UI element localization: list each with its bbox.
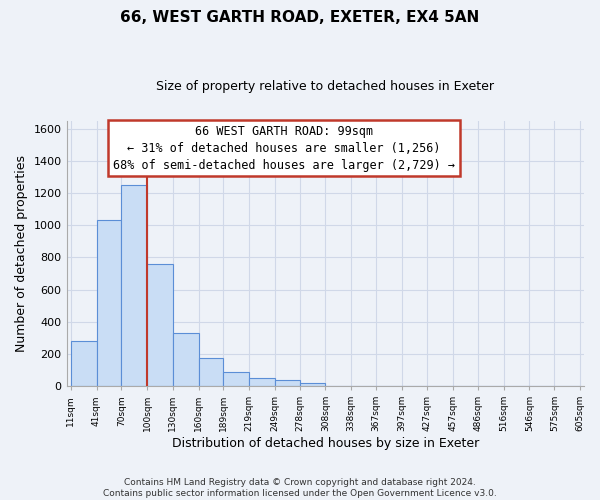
X-axis label: Distribution of detached houses by size in Exeter: Distribution of detached houses by size … [172, 437, 479, 450]
Bar [249, 378, 275, 386]
Text: 66, WEST GARTH ROAD, EXETER, EX4 5AN: 66, WEST GARTH ROAD, EXETER, EX4 5AN [121, 10, 479, 25]
Bar [199, 358, 223, 386]
Bar [300, 383, 325, 386]
Title: Size of property relative to detached houses in Exeter: Size of property relative to detached ho… [157, 80, 494, 93]
Bar [275, 380, 300, 386]
Y-axis label: Number of detached properties: Number of detached properties [15, 155, 28, 352]
Text: Contains HM Land Registry data © Crown copyright and database right 2024.
Contai: Contains HM Land Registry data © Crown c… [103, 478, 497, 498]
Bar [147, 264, 173, 386]
Bar [173, 333, 199, 386]
Bar [121, 185, 147, 386]
Text: 66 WEST GARTH ROAD: 99sqm
← 31% of detached houses are smaller (1,256)
68% of se: 66 WEST GARTH ROAD: 99sqm ← 31% of detac… [113, 124, 455, 172]
Bar [97, 220, 121, 386]
Bar [223, 372, 249, 386]
Bar [71, 341, 97, 386]
